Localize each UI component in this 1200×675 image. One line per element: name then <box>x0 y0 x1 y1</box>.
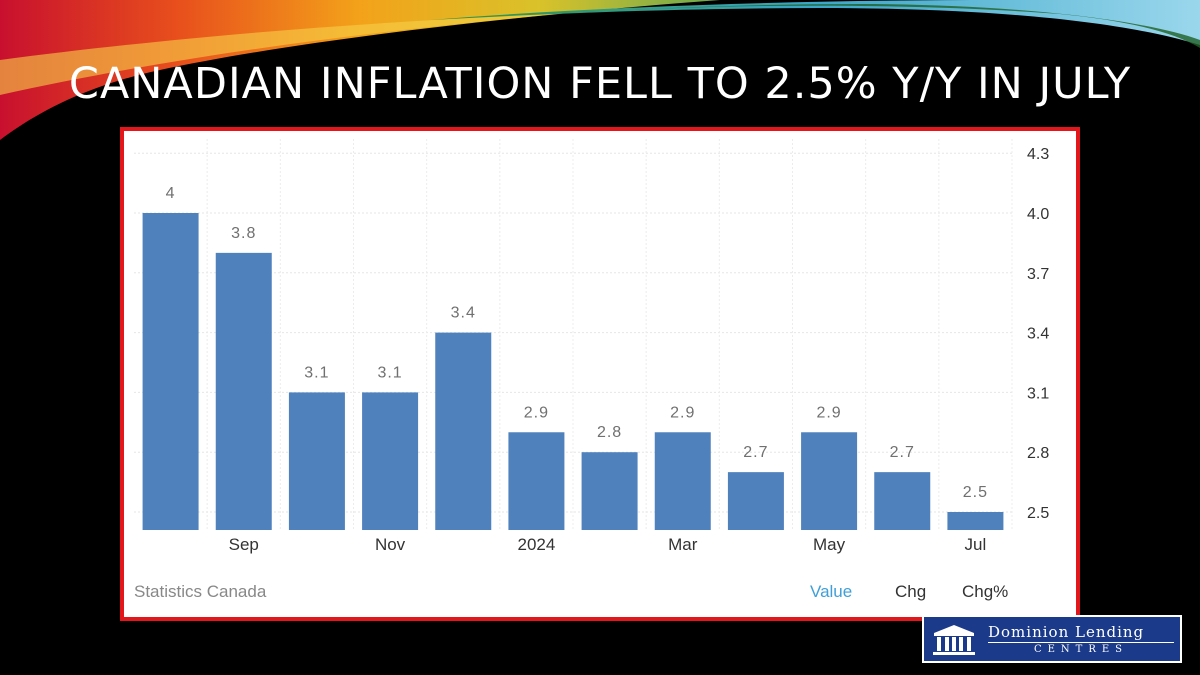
building-columns-icon <box>933 625 975 655</box>
bar <box>727 472 784 530</box>
bar-value-label: 2.9 <box>524 404 549 421</box>
y-tick-label: 3.4 <box>1027 326 1049 343</box>
y-tick-label: 2.8 <box>1027 445 1049 462</box>
dominion-lending-logo: Dominion Lending CENTRES <box>922 615 1182 663</box>
bar-value-label: 2.7 <box>890 444 915 461</box>
bar <box>435 332 492 530</box>
bar <box>654 432 711 530</box>
decorative-swoosh <box>0 0 1200 140</box>
bar <box>362 392 419 530</box>
y-tick-label: 3.7 <box>1027 266 1049 283</box>
bar-chart: 4 3.8 Sep 3.1 3.1 Nov 3.4 2.9 2024 2.8 2.9 Mar 2.7 2.… <box>134 139 1049 554</box>
bar <box>508 432 565 530</box>
logo-divider <box>988 642 1174 643</box>
slide-title: CANADIAN INFLATION FELL TO 2.5% Y/Y IN J… <box>68 59 1132 109</box>
x-tick-label: Sep <box>229 535 259 554</box>
bar <box>288 392 345 530</box>
bar <box>215 252 272 530</box>
bar-value-label: 2.5 <box>963 484 988 501</box>
bar <box>801 432 858 530</box>
bar-value-label: 2.7 <box>743 444 768 461</box>
bar-value-label: 2.9 <box>816 404 841 421</box>
chart-frame: 4 3.8 Sep 3.1 3.1 Nov 3.4 2.9 2024 2.8 2.9 Mar 2.7 2.… <box>120 127 1080 621</box>
y-tick-label: 3.1 <box>1027 385 1049 402</box>
bar <box>142 213 199 530</box>
bar-value-label: 3.1 <box>377 364 402 381</box>
bar-value-label: 4 <box>166 185 176 202</box>
x-tick-label: Mar <box>668 535 698 554</box>
bar-value-label: 2.8 <box>597 424 622 441</box>
bar-value-label: 3.1 <box>304 364 329 381</box>
logo-name: Dominion Lending <box>988 623 1145 641</box>
bar <box>947 512 1004 530</box>
logo-subtitle: CENTRES <box>1033 644 1129 655</box>
bar-value-label: 3.8 <box>231 225 256 242</box>
tab-value[interactable]: Value <box>810 582 853 601</box>
tab-chg[interactable]: Chg <box>895 582 927 601</box>
x-tick-label: Nov <box>375 535 406 554</box>
y-tick-label: 2.5 <box>1027 505 1049 522</box>
tab-chg-percent[interactable]: Chg% <box>962 582 1009 601</box>
bar-value-label: 2.9 <box>670 404 695 421</box>
y-tick-label: 4.3 <box>1027 146 1049 163</box>
source-label: Statistics Canada <box>134 582 267 601</box>
x-tick-label: 2024 <box>518 535 556 554</box>
bar-value-label: 3.4 <box>451 305 476 322</box>
bar <box>581 452 638 530</box>
x-tick-label: Jul <box>965 535 987 554</box>
x-tick-label: May <box>813 535 846 554</box>
y-tick-label: 4.0 <box>1027 206 1049 223</box>
bar <box>874 472 931 530</box>
